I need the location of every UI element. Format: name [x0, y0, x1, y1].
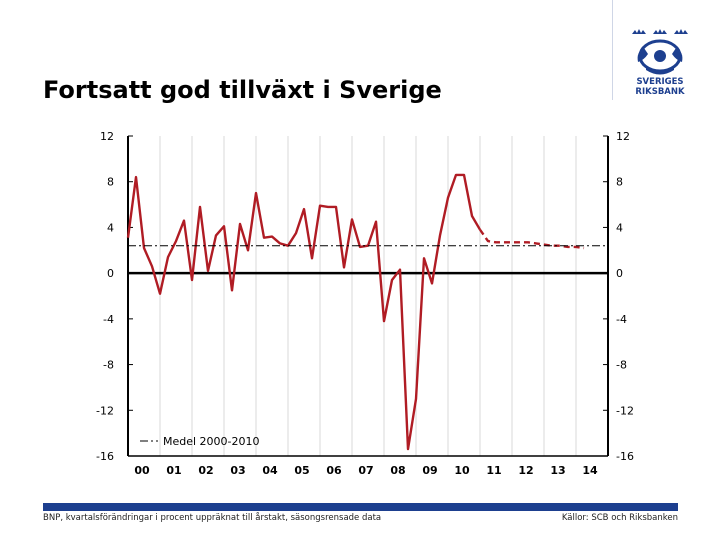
x-tick-label: 14 [582, 464, 598, 477]
y-tick-label-left: 12 [100, 130, 114, 143]
y-tick-label-right: -8 [616, 359, 627, 372]
series-gdp-outcome [126, 173, 482, 451]
footer-bar [43, 503, 678, 511]
x-tick-label: 12 [518, 464, 533, 477]
x-tick-label: 08 [390, 464, 405, 477]
y-tick-label-left: -4 [103, 313, 114, 326]
logo-divider [612, 0, 613, 100]
x-tick-label: 07 [358, 464, 373, 477]
x-tick-label: 01 [166, 464, 181, 477]
footer-note: BNP, kvartalsförändringar i procent uppr… [43, 513, 382, 523]
logo-text-1: SVERIGES [636, 77, 683, 87]
x-tick-label: 05 [294, 464, 309, 477]
y-tick-label-right: 12 [616, 130, 630, 143]
logo-text-2: RIKSBANK [635, 87, 685, 97]
riksbank-logo: SVERIGES RIKSBANK [622, 0, 698, 100]
x-tick-label: 03 [230, 464, 245, 477]
y-tick-label-left: 4 [107, 221, 114, 234]
x-tick-label: 00 [134, 464, 150, 477]
page-title: Fortsatt god tillväxt i Sverige [43, 76, 442, 104]
x-tick-label: 10 [454, 464, 470, 477]
y-tick-label-left: -12 [96, 404, 114, 417]
x-tick-label: 13 [550, 464, 565, 477]
y-tick-label-left: -16 [96, 450, 114, 463]
x-tick-label: 11 [486, 464, 501, 477]
series-gdp-forecast [479, 229, 585, 250]
y-tick-label-right: -4 [616, 313, 627, 326]
legend-label: Medel 2000-2010 [163, 435, 260, 448]
y-tick-label-right: 8 [616, 176, 623, 189]
y-tick-label-left: -8 [103, 359, 114, 372]
y-tick-label-right: -16 [616, 450, 634, 463]
y-tick-label-left: 0 [107, 267, 114, 280]
x-tick-label: 06 [326, 464, 342, 477]
x-tick-label: 02 [198, 464, 213, 477]
y-tick-label-right: 0 [616, 267, 623, 280]
footer-sources: Källor: SCB och Riksbanken [561, 513, 678, 523]
y-tick-label-right: -12 [616, 404, 634, 417]
y-tick-label-left: 8 [107, 176, 114, 189]
y-tick-label-right: 4 [616, 221, 623, 234]
x-tick-label: 04 [262, 464, 278, 477]
x-tick-label: 09 [422, 464, 437, 477]
